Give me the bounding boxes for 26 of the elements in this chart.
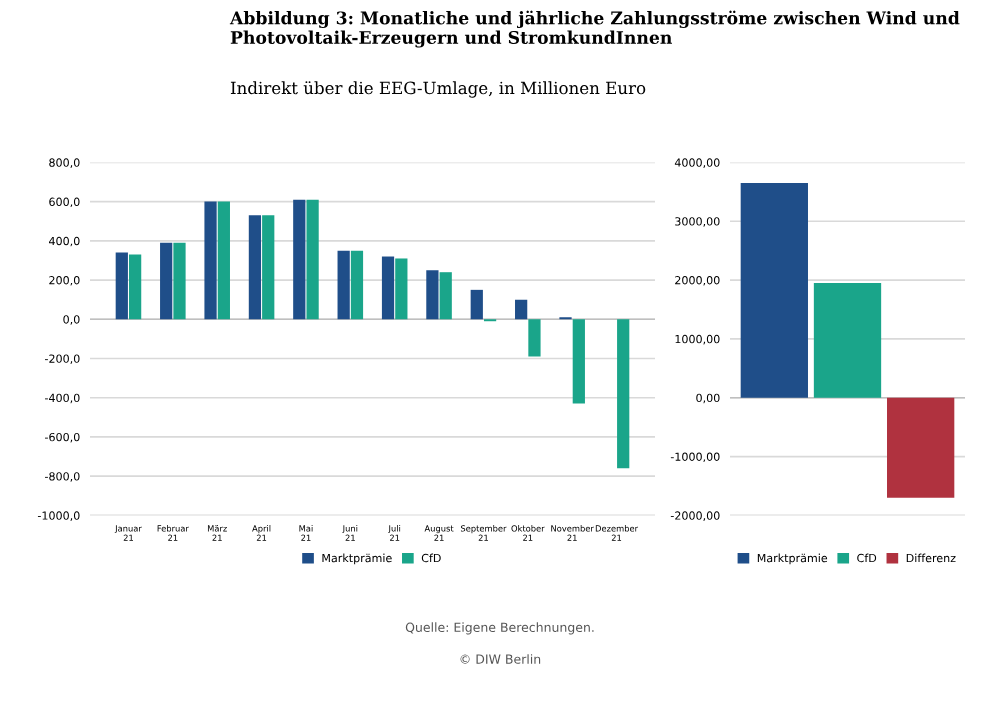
bar	[515, 299, 528, 320]
bar	[115, 252, 128, 320]
bar	[306, 199, 319, 320]
bar	[350, 250, 364, 320]
bar	[813, 282, 882, 398]
bar	[293, 199, 306, 320]
bar	[572, 319, 585, 404]
bar	[160, 242, 173, 320]
chart-title: Abbildung 3: Monatliche und jährliche Zahlungsströme zwischen Wind und Photovoltaik-Erzeugern und StromkundInnen	[229, 10, 960, 48]
bar	[528, 319, 541, 357]
bar	[128, 254, 142, 320]
bar	[887, 397, 955, 498]
chart-subtitle: Indirekt über die EEG-Umlage, in Millionen Euro	[230, 81, 646, 98]
bar	[248, 215, 262, 320]
bar	[740, 182, 808, 398]
bar	[617, 319, 630, 469]
bar	[439, 272, 452, 320]
bar	[470, 289, 483, 320]
bar	[173, 242, 186, 320]
bar	[337, 250, 350, 320]
bar	[204, 201, 217, 320]
bar	[395, 258, 408, 320]
bar	[217, 201, 230, 320]
bar	[426, 270, 439, 320]
bar	[381, 256, 395, 320]
bar	[262, 215, 275, 320]
